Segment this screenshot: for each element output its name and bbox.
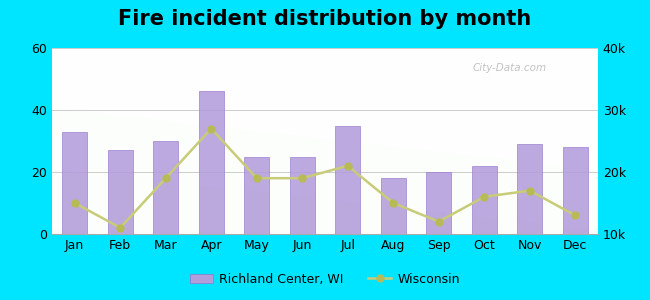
Bar — [62, 132, 87, 234]
Bar — [108, 150, 133, 234]
Bar — [563, 147, 588, 234]
Text: City-Data.com: City-Data.com — [473, 63, 547, 73]
Bar — [426, 172, 451, 234]
Bar — [472, 166, 497, 234]
Bar — [153, 141, 178, 234]
Bar — [335, 125, 360, 234]
Bar — [290, 157, 315, 234]
Bar — [199, 92, 224, 234]
Bar — [244, 157, 269, 234]
Bar — [517, 144, 542, 234]
Legend: Richland Center, WI, Wisconsin: Richland Center, WI, Wisconsin — [185, 268, 465, 291]
Text: Fire incident distribution by month: Fire incident distribution by month — [118, 9, 532, 29]
Bar — [381, 178, 406, 234]
